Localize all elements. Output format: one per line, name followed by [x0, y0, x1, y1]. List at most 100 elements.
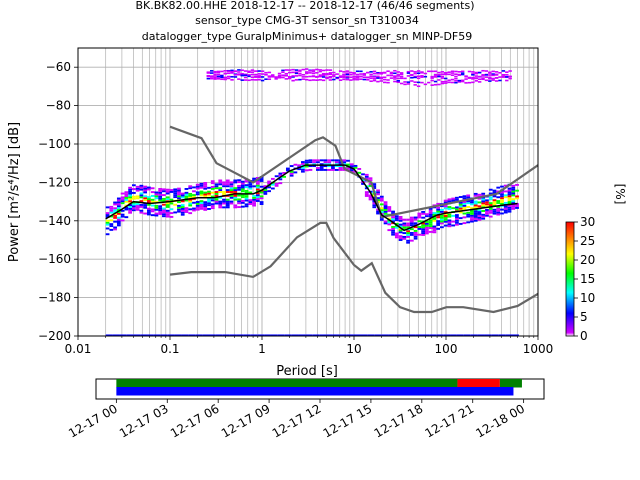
outlier-psd-cell	[243, 76, 248, 79]
psd-probability-cell	[477, 193, 482, 196]
psd-probability-cell	[440, 205, 444, 208]
psd-probability-cell	[466, 221, 471, 224]
psd-probability-cell	[252, 198, 256, 201]
psd-probability-cell	[282, 175, 287, 178]
psd-probability-cell	[162, 213, 166, 216]
psd-probability-cell	[492, 195, 497, 198]
outlier-psd-cell	[281, 71, 285, 73]
psd-probability-cell	[116, 218, 121, 221]
psd-probability-cell	[301, 161, 305, 164]
psd-probability-cell	[143, 187, 148, 190]
outlier-psd-cell	[376, 77, 380, 79]
outlier-psd-cell	[440, 73, 445, 75]
psd-probability-cell	[511, 192, 516, 195]
psd-probability-cell	[158, 193, 163, 196]
outlier-psd-cell	[281, 76, 285, 79]
psd-probability-cell	[192, 201, 196, 204]
psd-probability-cell	[496, 202, 501, 204]
psd-probability-cell	[154, 201, 159, 204]
timeline-tick-label: 12-17 00	[66, 401, 120, 440]
psd-probability-cell	[139, 186, 144, 189]
psd-probability-cell	[455, 223, 459, 226]
psd-probability-cell	[488, 198, 493, 201]
psd-probability-cell	[432, 225, 437, 228]
psd-probability-cell	[113, 201, 117, 204]
psd-probability-cell	[436, 220, 441, 223]
floor-psd-cell	[450, 334, 457, 336]
outlier-psd-cell	[213, 78, 217, 80]
outlier-psd-cell	[477, 78, 482, 81]
psd-probability-cell	[139, 200, 144, 203]
psd-probability-cell	[237, 179, 241, 182]
psd-probability-cell	[165, 213, 170, 216]
psd-probability-cell	[177, 208, 181, 211]
psd-probability-cell	[165, 211, 170, 214]
outlier-psd-cell	[427, 70, 431, 73]
psd-probability-cell	[372, 204, 377, 207]
outlier-psd-cell	[386, 81, 390, 84]
outlier-psd-cell	[437, 83, 441, 86]
psd-probability-cell	[293, 171, 298, 174]
psd-probability-cell	[252, 204, 256, 207]
psd-probability-cell	[349, 169, 354, 172]
outlier-psd-cell	[210, 77, 214, 80]
floor-psd-cell	[222, 334, 230, 336]
outlier-psd-cell	[372, 78, 377, 80]
psd-probability-cell	[222, 200, 226, 203]
psd-probability-cell	[158, 191, 163, 194]
timeline-tick-label: 12-18 00	[473, 401, 527, 440]
psd-probability-cell	[447, 221, 452, 224]
psd-probability-cell	[218, 191, 223, 193]
psd-probability-cell	[406, 218, 410, 221]
floor-psd-cell	[401, 334, 409, 336]
floor-psd-cell	[408, 334, 416, 336]
psd-probability-cell	[409, 224, 414, 227]
psd-probability-cell	[409, 232, 414, 234]
psd-probability-cell	[511, 184, 516, 187]
outlier-psd-cell	[366, 71, 370, 74]
outlier-psd-cell	[382, 78, 387, 81]
outlier-psd-cell	[403, 77, 407, 80]
psd-probability-cell	[466, 202, 471, 205]
psd-probability-cell	[244, 197, 249, 200]
outlier-psd-cell	[301, 76, 305, 78]
psd-probability-cell	[301, 170, 305, 173]
psd-probability-cell	[150, 198, 155, 201]
psd-probability-cell	[368, 196, 373, 199]
psd-probability-cell	[376, 199, 380, 201]
psd-probability-cell	[470, 214, 474, 217]
psd-probability-cell	[413, 233, 418, 236]
outlier-psd-cell	[230, 69, 234, 72]
psd-probability-cell	[248, 201, 253, 204]
psd-probability-cell	[165, 204, 170, 207]
psd-probability-cell	[477, 216, 482, 219]
psd-probability-cell	[210, 203, 215, 206]
psd-probability-cell	[195, 208, 200, 211]
outlier-psd-cell	[420, 75, 424, 77]
outlier-psd-cell	[288, 75, 292, 78]
outlier-psd-cell	[288, 77, 292, 80]
psd-probability-cell	[195, 191, 200, 194]
psd-probability-cell	[263, 190, 268, 193]
chart-title-line-1: BK.BK82.00.HHE 2018-12-17 -- 2018-12-17 …	[135, 0, 474, 12]
psd-probability-cell	[229, 189, 234, 192]
psd-probability-cell	[440, 220, 444, 223]
psd-probability-cell	[406, 234, 410, 236]
psd-probability-cell	[421, 224, 425, 227]
psd-probability-cell	[398, 216, 403, 218]
psd-probability-cell	[391, 229, 395, 232]
data-layer	[105, 68, 538, 336]
psd-probability-cell	[195, 206, 200, 209]
psd-probability-cell	[443, 207, 448, 210]
psd-probability-cell	[274, 184, 279, 187]
outlier-psd-cell	[454, 80, 458, 82]
outlier-psd-cell	[311, 70, 316, 73]
outlier-psd-cell	[501, 74, 506, 76]
psd-probability-cell	[113, 209, 117, 212]
psd-probability-cell	[466, 206, 471, 208]
psd-probability-cell	[150, 204, 155, 207]
outlier-psd-cell	[254, 73, 258, 76]
psd-probability-cell	[203, 182, 208, 184]
psd-probability-cell	[364, 195, 369, 197]
